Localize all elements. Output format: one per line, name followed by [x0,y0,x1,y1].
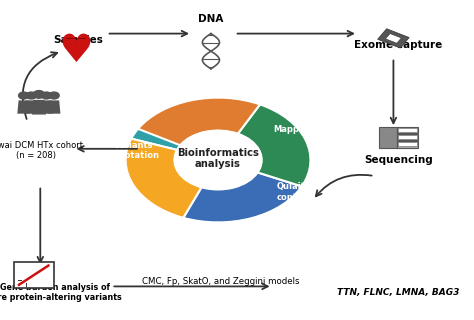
FancyBboxPatch shape [14,262,54,288]
Text: Qulaity
control: Qulaity control [277,182,311,202]
Wedge shape [238,104,310,186]
Wedge shape [131,98,242,150]
Polygon shape [385,34,401,43]
Polygon shape [47,100,61,114]
FancyBboxPatch shape [379,127,397,148]
Polygon shape [17,100,30,114]
Text: Fuwai DCM HTx cohort
(n = 208): Fuwai DCM HTx cohort (n = 208) [0,141,83,160]
FancyBboxPatch shape [397,134,418,140]
Text: ♥: ♥ [58,32,93,70]
Text: Sequencing: Sequencing [364,155,433,165]
Polygon shape [378,29,409,48]
FancyBboxPatch shape [397,127,418,133]
Wedge shape [138,98,260,145]
Polygon shape [32,100,46,115]
Polygon shape [25,100,37,114]
Text: Variants
annotation: Variants annotation [108,141,160,160]
Wedge shape [183,172,302,222]
FancyBboxPatch shape [398,128,417,132]
FancyBboxPatch shape [398,142,417,146]
Text: DNA: DNA [198,14,224,24]
Text: Exome capture: Exome capture [354,40,442,50]
Text: Variants
filtering: Variants filtering [196,225,236,244]
Circle shape [26,92,36,99]
Text: Bioinformatics
analysis: Bioinformatics analysis [177,148,259,169]
Text: Mapping: Mapping [273,125,314,134]
Text: Gene burden analysis of
rare protein-altering variants: Gene burden analysis of rare protein-alt… [0,283,121,302]
Circle shape [41,92,52,99]
Text: Samples: Samples [53,35,103,45]
FancyBboxPatch shape [398,135,417,139]
Text: CMC, Fp, SkatO, and Zeggini models: CMC, Fp, SkatO, and Zeggini models [142,277,299,286]
Wedge shape [126,139,202,218]
Circle shape [174,131,262,189]
Text: Variants
calling: Variants calling [196,77,236,96]
FancyBboxPatch shape [397,141,418,148]
Circle shape [18,92,29,99]
Circle shape [33,91,45,98]
Polygon shape [40,100,53,114]
Text: TTN, FLNC, LMNA, BAG3: TTN, FLNC, LMNA, BAG3 [337,288,459,297]
Circle shape [49,92,59,99]
